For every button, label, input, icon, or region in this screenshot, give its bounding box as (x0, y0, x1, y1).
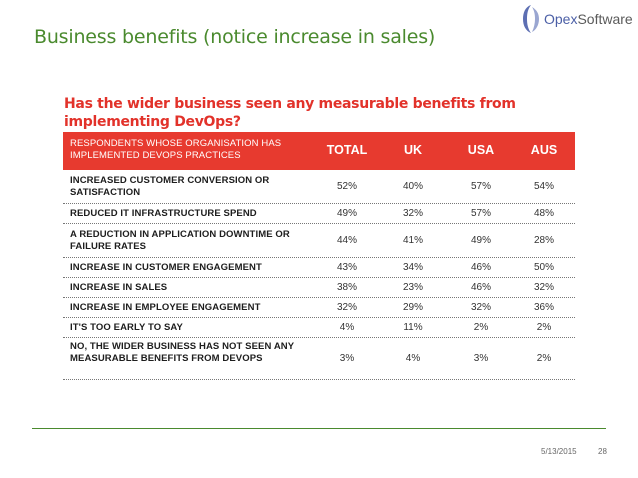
row-value: 46% (470, 262, 491, 273)
table-row: INCREASE IN EMPLOYEE ENGAGEMENT 32% 29% 32%… (63, 298, 575, 318)
row-value: 2% (536, 322, 552, 333)
row-value: 46% (470, 282, 491, 293)
row-value: 2% (473, 322, 489, 333)
benefits-table: RESPONDENTS WHOSE ORGANISATION HAS IMPLE… (63, 132, 575, 380)
page-number: 28 (598, 447, 607, 456)
survey-question: Has the wider business seen any measurab… (64, 96, 516, 130)
row-value: 11% (403, 322, 423, 333)
table-row: REDUCED IT INFRASTRUCTURE SPEND 49% 32% 57%… (63, 204, 575, 224)
table-row: INCREASED CUSTOMER CONVERSION OR SATISFA… (63, 170, 575, 204)
row-value: 3% (473, 353, 489, 364)
logo-text-software: Software (577, 11, 633, 27)
row-label: A REDUCTION IN APPLICATION DOWNTIME OR F… (70, 229, 290, 252)
table-body: INCREASED CUSTOMER CONVERSION OR SATISFA… (63, 170, 575, 380)
row-value: 54% (533, 181, 554, 192)
row-value: 40% (402, 181, 423, 192)
row-value: 41% (402, 235, 423, 246)
row-value: 32% (533, 282, 554, 293)
row-label: INCREASE IN SALES (70, 282, 168, 293)
row-value: 32% (470, 302, 491, 313)
row-label: REDUCED IT INFRASTRUCTURE SPEND (70, 208, 257, 219)
table-header: RESPONDENTS WHOSE ORGANISATION HAS IMPLE… (63, 132, 575, 170)
logo-text-opex: Opex (544, 11, 578, 27)
row-label: IT'S TOO EARLY TO SAY (70, 322, 183, 333)
table-row: NO, THE WIDER BUSINESS HAS NOT SEEN ANY … (63, 338, 575, 380)
footer-date: 5/13/2015 (541, 447, 577, 456)
row-label: INCREASED CUSTOMER CONVERSION OR SATISFA… (70, 175, 270, 198)
row-value: 2% (536, 353, 552, 364)
company-logo: OpexSoftware (522, 4, 634, 36)
row-value: 50% (533, 262, 554, 273)
row-value: 28% (533, 235, 554, 246)
row-value: 36% (533, 302, 554, 313)
table-row: A REDUCTION IN APPLICATION DOWNTIME OR F… (63, 224, 575, 258)
row-value: 3% (339, 353, 355, 364)
row-value: 49% (336, 208, 357, 219)
row-value: 38% (336, 282, 357, 293)
row-value: 49% (470, 235, 491, 246)
footer-rule (32, 428, 606, 429)
row-value: 43% (336, 262, 357, 273)
header-total: TOTAL (326, 143, 368, 157)
opex-logo-icon (523, 5, 539, 33)
row-value: 48% (533, 208, 554, 219)
row-label: INCREASE IN CUSTOMER ENGAGEMENT (70, 262, 262, 273)
logo-text: OpexSoftware (544, 11, 633, 27)
row-value: 34% (402, 262, 423, 273)
header-respondents: RESPONDENTS WHOSE ORGANISATION HAS IMPLE… (70, 138, 282, 161)
header-usa: USA (467, 143, 495, 157)
row-value: 57% (470, 181, 491, 192)
row-value: 52% (336, 181, 357, 192)
row-label: INCREASE IN EMPLOYEE ENGAGEMENT (70, 302, 261, 313)
row-value: 23% (402, 282, 423, 293)
header-aus: AUS (530, 143, 558, 157)
row-value: 32% (336, 302, 357, 313)
row-value: 29% (402, 302, 423, 313)
row-label: NO, THE WIDER BUSINESS HAS NOT SEEN ANY … (70, 341, 295, 364)
slide-title: Business benefits (notice increase in sa… (34, 26, 436, 48)
row-value: 57% (470, 208, 491, 219)
row-value: 44% (336, 235, 357, 246)
table-row: INCREASE IN SALES 38% 23% 46% 32% (63, 278, 575, 298)
header-uk: UK (403, 143, 423, 157)
row-value: 32% (402, 208, 423, 219)
table-row: IT'S TOO EARLY TO SAY 4% 11% 2% 2% (63, 318, 575, 338)
row-value: 4% (339, 322, 355, 333)
table-row: INCREASE IN CUSTOMER ENGAGEMENT 43% 34% 46%… (63, 258, 575, 278)
row-value: 4% (405, 353, 421, 364)
